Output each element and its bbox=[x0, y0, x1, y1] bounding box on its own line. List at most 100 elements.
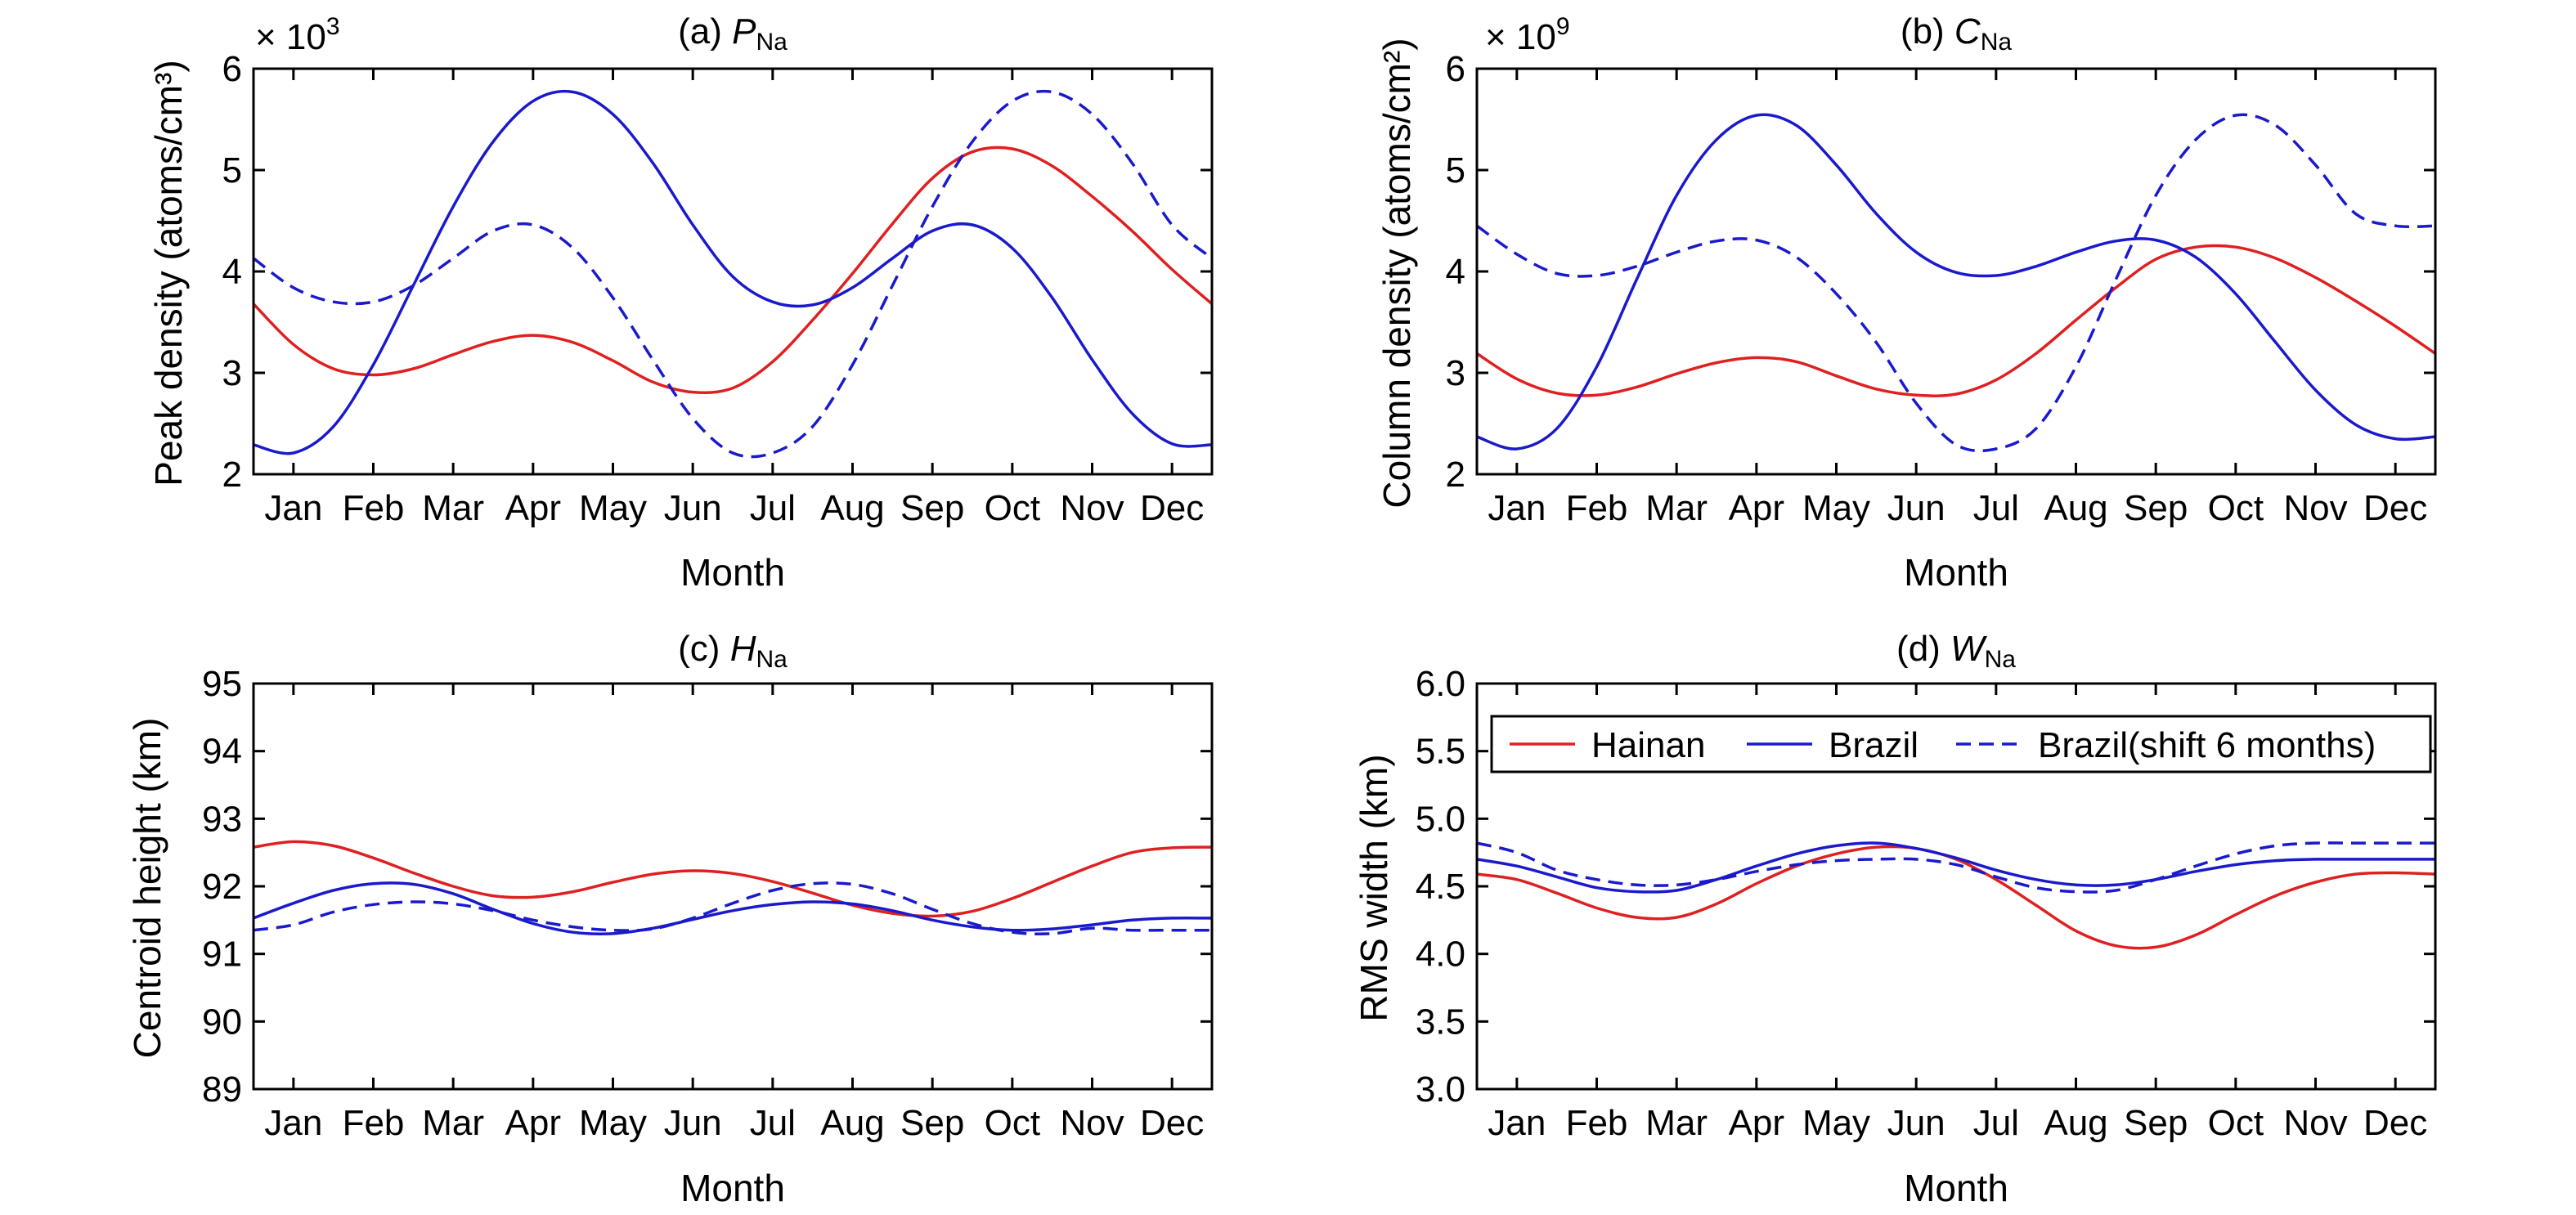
x-tick-label: Dec bbox=[1140, 1103, 1204, 1143]
x-tick-label: Jun bbox=[1887, 1103, 1945, 1143]
panel-title: (a) PNa bbox=[678, 11, 788, 56]
x-tick-label: Apr bbox=[505, 1103, 561, 1143]
y-tick-label: 3 bbox=[222, 353, 242, 393]
series-line-brazil bbox=[1477, 841, 2435, 894]
x-tick-label: Jul bbox=[1973, 1103, 2019, 1143]
x-tick-label: Mar bbox=[422, 488, 484, 528]
y-tick-label: 5 bbox=[1446, 150, 1465, 191]
y-axis-label: Centroid height (km) bbox=[126, 718, 168, 1059]
y-tick-label: 5 bbox=[222, 150, 242, 191]
x-tick-label: Aug bbox=[2044, 488, 2107, 528]
series-line-brazil bbox=[1477, 113, 2435, 451]
x-tick-label: Mar bbox=[1645, 1103, 1708, 1143]
series-line-hainan bbox=[254, 146, 1212, 394]
series-line-hainan bbox=[254, 840, 1212, 918]
x-tick-label: Feb bbox=[343, 488, 405, 528]
y-tick-label: 91 bbox=[202, 935, 242, 975]
x-axis-label: Month bbox=[1904, 551, 2008, 594]
series-group bbox=[1477, 841, 2435, 950]
series-line-hainan bbox=[1477, 845, 2435, 950]
x-tick-label: Jul bbox=[750, 488, 796, 528]
panel-title: (b) CNa bbox=[1901, 11, 2012, 56]
y-tick-label: 2 bbox=[222, 455, 242, 495]
series-line-brazil bbox=[254, 881, 1212, 936]
x-tick-label: May bbox=[579, 1103, 647, 1143]
x-tick-label: Sep bbox=[2124, 488, 2188, 528]
y-tick-label: 90 bbox=[202, 1002, 242, 1042]
y-tick-label: 4 bbox=[1446, 252, 1465, 292]
y-tick-label: 4 bbox=[222, 252, 242, 292]
x-axis-label: Month bbox=[1904, 1167, 2008, 1209]
axes-frame bbox=[252, 67, 1214, 476]
x-tick-label: Jun bbox=[664, 1103, 722, 1143]
y-tick-label: 89 bbox=[202, 1069, 242, 1110]
x-tick-label: Oct bbox=[985, 1103, 1040, 1143]
x-tick-label: Feb bbox=[1566, 488, 1628, 528]
legend-label-hainan: Hainan bbox=[1591, 725, 1705, 765]
y-tick-label: 4.0 bbox=[1416, 935, 1465, 975]
plot-area: Jan Feb Mar Apr May Jun Jul Aug Sep Oct Nov Dec 89 90… bbox=[202, 664, 1214, 1143]
x-tick-label: Nov bbox=[1060, 1103, 1124, 1143]
y-axis-label: Column density (atoms/cm²) bbox=[1376, 38, 1418, 508]
x-axis-label: Month bbox=[680, 551, 785, 594]
x-tick-label: Nov bbox=[2283, 1103, 2347, 1143]
legend-label-brazil-shift: Brazil(shift 6 months) bbox=[2038, 725, 2376, 765]
x-tick-label: Apr bbox=[1729, 1103, 1784, 1143]
series-line-brazil-shift-6-months bbox=[254, 89, 1212, 459]
series-line-brazil-shift-6-months bbox=[1477, 841, 2435, 894]
x-tick-label: Sep bbox=[900, 488, 964, 528]
x-tick-label: Mar bbox=[1645, 488, 1708, 528]
x-tick-label: Jul bbox=[750, 1103, 796, 1143]
x-tick-label: Jun bbox=[1887, 488, 1945, 528]
x-tick-label: Dec bbox=[2363, 488, 2427, 528]
x-tick-label: May bbox=[579, 488, 647, 528]
series-line-brazil-shift-6-months bbox=[1477, 113, 2435, 453]
x-tick-label: Oct bbox=[985, 488, 1040, 528]
series-group bbox=[1477, 113, 2435, 453]
plot-area: Jan Feb Mar Apr May Jun Jul Aug Sep Oct Nov Dec 2 3 4 5… bbox=[1446, 49, 2437, 528]
x-tick-label: Oct bbox=[2208, 488, 2264, 528]
y-tick-label: 94 bbox=[202, 732, 242, 772]
panel-title: (d) WNa bbox=[1896, 629, 2016, 673]
y-tick-label: 2 bbox=[1446, 455, 1465, 495]
series-group bbox=[254, 89, 1212, 459]
x-tick-label: Oct bbox=[2208, 1103, 2264, 1143]
y-tick-label: 6.0 bbox=[1416, 664, 1465, 704]
x-tick-label: Aug bbox=[2044, 1103, 2107, 1143]
x-tick-label: Mar bbox=[422, 1103, 484, 1143]
plot-area: Jan Feb Mar Apr May Jun Jul Aug Sep Oct Nov Dec 2 3 4 5… bbox=[222, 49, 1214, 528]
y-axis-label: RMS width (km) bbox=[1353, 754, 1395, 1021]
x-tick-label: Jan bbox=[1488, 1103, 1546, 1143]
x-tick-label: Jul bbox=[1973, 488, 2019, 528]
y-tick-label: 6 bbox=[1446, 49, 1465, 89]
x-tick-label: May bbox=[1802, 488, 1870, 528]
series-line-brazil-shift-6-months bbox=[254, 881, 1212, 936]
panel-b-column-density: (b) CNa × 109 Jan Feb Mar Apr May Jun Jul Aug Se… bbox=[1376, 11, 2437, 594]
x-tick-label: Feb bbox=[1566, 1103, 1628, 1143]
y-tick-label: 6 bbox=[222, 49, 242, 89]
x-tick-label: Apr bbox=[505, 488, 561, 528]
y-axis-label: Peak density (atoms/cm³) bbox=[147, 60, 190, 486]
legend: Hainan Brazil Brazil(shift 6 months) bbox=[1490, 715, 2432, 773]
y-tick-label: 5.0 bbox=[1416, 799, 1465, 839]
y-tick-label: 3.5 bbox=[1416, 1002, 1465, 1042]
axes-frame bbox=[252, 682, 1214, 1091]
x-axis-label: Month bbox=[680, 1167, 785, 1209]
panel-title: (c) HNa bbox=[678, 629, 788, 673]
panel-a-peak-density: (a) PNa × 103 Jan Feb Mar Apr May Jun Jul Aug Se… bbox=[147, 11, 1214, 594]
series-line-brazil bbox=[254, 89, 1212, 455]
x-tick-label: Nov bbox=[1060, 488, 1124, 528]
x-tick-label: Apr bbox=[1729, 488, 1784, 528]
x-tick-label: Feb bbox=[343, 1103, 405, 1143]
y-tick-label: 95 bbox=[202, 664, 242, 704]
x-tick-label: Aug bbox=[820, 488, 884, 528]
y-tick-label: 4.5 bbox=[1416, 867, 1465, 907]
plot-area: Jan Feb Mar Apr May Jun Jul Aug Sep Oct Nov Dec 3.0 3… bbox=[1416, 664, 2437, 1143]
x-tick-label: Nov bbox=[2283, 488, 2347, 528]
y-tick-label: 93 bbox=[202, 799, 242, 839]
x-tick-label: Jan bbox=[264, 488, 322, 528]
y-tick-label: 3 bbox=[1446, 353, 1465, 393]
y-tick-label: 92 bbox=[202, 867, 242, 907]
legend-label-brazil: Brazil bbox=[1829, 725, 1919, 765]
